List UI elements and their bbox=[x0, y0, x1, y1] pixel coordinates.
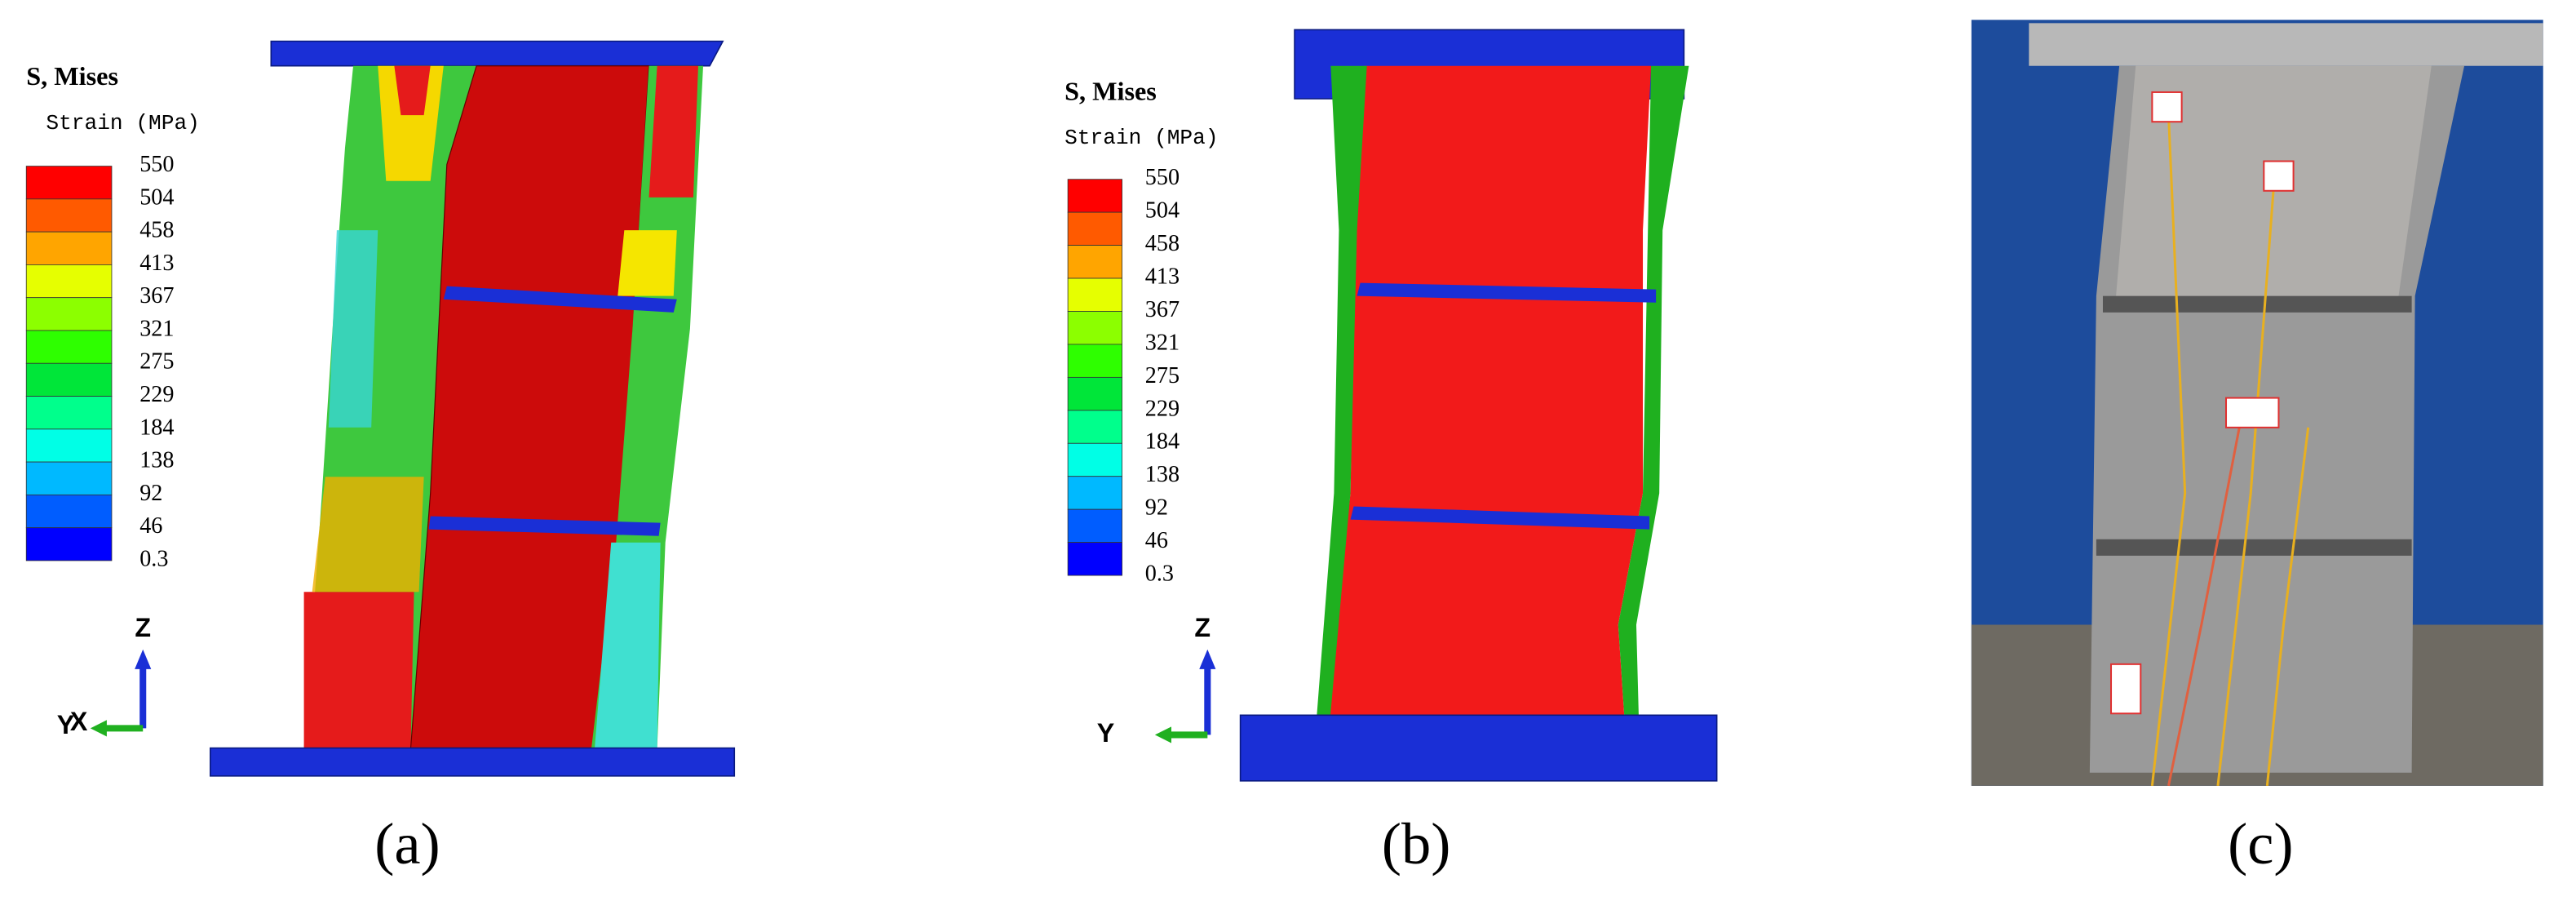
legend-swatch bbox=[25, 527, 113, 561]
axis-arrowhead bbox=[1199, 649, 1216, 669]
legend-value: 275 bbox=[139, 349, 174, 375]
legend-swatch bbox=[25, 396, 113, 430]
legend-value: 229 bbox=[139, 382, 174, 407]
legend-value: 550 bbox=[1145, 165, 1180, 190]
legend-value: 92 bbox=[1145, 495, 1168, 521]
legend-swatch bbox=[1067, 211, 1122, 246]
legend-value: 504 bbox=[1145, 198, 1180, 224]
legend-swatch bbox=[25, 461, 113, 495]
legend-value: 413 bbox=[139, 251, 174, 276]
fe-model-a bbox=[209, 40, 736, 777]
panel-label: (a) bbox=[374, 810, 440, 877]
legend-value: 550 bbox=[139, 152, 174, 177]
legend-title: S, Mises bbox=[26, 61, 118, 91]
legend-swatch bbox=[1067, 410, 1122, 444]
legend-value: 0.3 bbox=[139, 546, 168, 571]
legend-swatch bbox=[1067, 542, 1122, 576]
axis-label: X bbox=[70, 707, 88, 736]
legend-value: 367 bbox=[139, 283, 174, 308]
legend-swatch bbox=[25, 362, 113, 397]
legend-swatch bbox=[1067, 376, 1122, 411]
legend-value: 46 bbox=[139, 513, 162, 539]
axis-arrowhead bbox=[1154, 726, 1172, 743]
legend-value: 321 bbox=[1145, 330, 1180, 355]
legend-swatch bbox=[25, 428, 113, 463]
axis-label: Y bbox=[1097, 718, 1115, 748]
legend-swatch bbox=[1067, 311, 1122, 345]
legend-value: 138 bbox=[1145, 462, 1180, 487]
legend-value: 0.3 bbox=[1145, 561, 1174, 587]
legend-value: 504 bbox=[139, 184, 174, 210]
axis-arrowhead bbox=[135, 649, 152, 669]
panel-label: (b) bbox=[1382, 810, 1451, 877]
legend-swatch bbox=[1067, 476, 1122, 510]
legend-swatch bbox=[25, 297, 113, 331]
legend-value: 184 bbox=[139, 415, 174, 440]
axis-label: Z bbox=[1194, 613, 1211, 642]
legend-value: 413 bbox=[1145, 264, 1180, 289]
fe-model-b bbox=[1239, 29, 1718, 782]
legend-value: 367 bbox=[1145, 297, 1180, 322]
axis-label: Y bbox=[57, 710, 75, 739]
legend-swatch bbox=[25, 166, 113, 200]
legend-value: 275 bbox=[1145, 363, 1180, 388]
legend-swatch bbox=[1067, 508, 1122, 544]
legend-swatch bbox=[1067, 277, 1122, 312]
legend-swatch bbox=[25, 330, 113, 364]
legend-value: 46 bbox=[1145, 528, 1168, 553]
legend-value: 92 bbox=[139, 481, 162, 506]
axis-arrowhead bbox=[90, 720, 107, 737]
legend-value: 138 bbox=[139, 448, 174, 473]
axis-label: Z bbox=[135, 613, 151, 642]
legend-swatch bbox=[1067, 344, 1122, 378]
photo-c bbox=[1971, 20, 2543, 787]
legend-subtitle: Strain (MPa) bbox=[46, 111, 199, 135]
legend-swatch bbox=[25, 198, 113, 233]
panel-label: (c) bbox=[2228, 810, 2293, 877]
legend-swatch bbox=[25, 494, 113, 529]
legend-swatch bbox=[1067, 442, 1122, 477]
legend-value: 458 bbox=[1145, 231, 1180, 256]
legend-value: 229 bbox=[1145, 396, 1180, 421]
legend-subtitle: Strain (MPa) bbox=[1064, 126, 1218, 150]
legend-swatch bbox=[25, 264, 113, 299]
legend-swatch bbox=[1067, 179, 1122, 213]
legend-title: S, Mises bbox=[1064, 76, 1157, 105]
legend-swatch bbox=[25, 231, 113, 265]
legend-value: 458 bbox=[139, 218, 174, 243]
legend-value: 184 bbox=[1145, 429, 1180, 455]
legend-swatch bbox=[1067, 245, 1122, 279]
legend-value: 321 bbox=[139, 316, 174, 341]
